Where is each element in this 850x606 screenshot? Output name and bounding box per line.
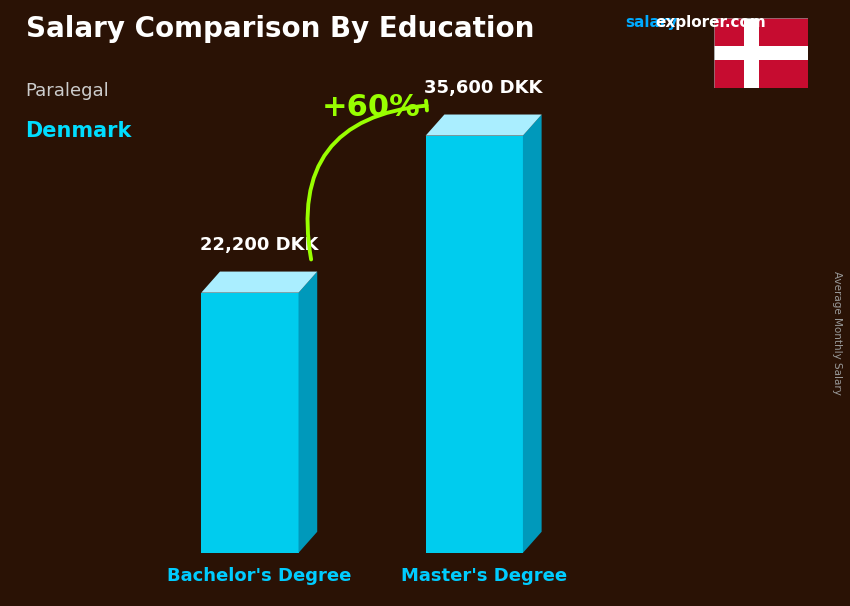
Text: 35,600 DKK: 35,600 DKK [424,79,543,97]
Polygon shape [201,293,298,553]
Text: Salary Comparison By Education: Salary Comparison By Education [26,15,534,43]
Text: Bachelor's Degree: Bachelor's Degree [167,567,351,585]
Polygon shape [201,271,317,293]
Polygon shape [298,271,317,553]
Bar [714,45,808,61]
Text: 22,200 DKK: 22,200 DKK [200,236,319,254]
Text: Denmark: Denmark [26,121,132,141]
Polygon shape [426,136,523,553]
Bar [745,18,760,88]
Polygon shape [523,115,541,553]
Text: +60%: +60% [322,93,421,122]
Text: Master's Degree: Master's Degree [400,567,567,585]
Text: salary: salary [625,15,677,30]
Text: Paralegal: Paralegal [26,82,110,100]
Text: explorer.com: explorer.com [655,15,766,30]
Text: Average Monthly Salary: Average Monthly Salary [832,271,842,395]
Polygon shape [426,115,541,136]
